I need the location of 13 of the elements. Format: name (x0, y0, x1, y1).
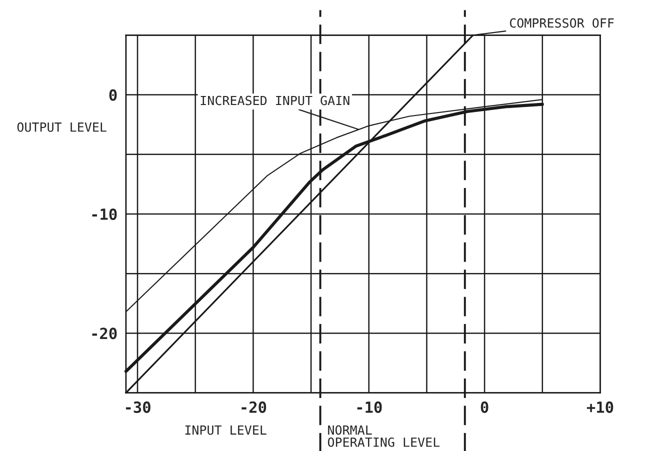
x-tick-label: -20 (242, 401, 266, 413)
x-tick-label: -10 (357, 401, 382, 413)
x-tick-label: -30 (126, 401, 150, 413)
y-tick-label: -20 (92, 328, 117, 340)
x-tick-label: +10 (586, 401, 614, 413)
ref-line-label: NORMAL OPERATING LEVEL (328, 425, 440, 447)
y-axis-title: OUTPUT LEVEL (17, 122, 106, 132)
x-axis-title: INPUT LEVEL (185, 425, 266, 435)
y-tick-label: 0 (109, 89, 117, 101)
y-tick-label: -10 (92, 208, 117, 220)
text: COMPRESSOR OFF (510, 18, 614, 28)
x-tick-label: 0 (480, 401, 488, 413)
text: INCREASED INPUT GAIN (200, 96, 350, 106)
